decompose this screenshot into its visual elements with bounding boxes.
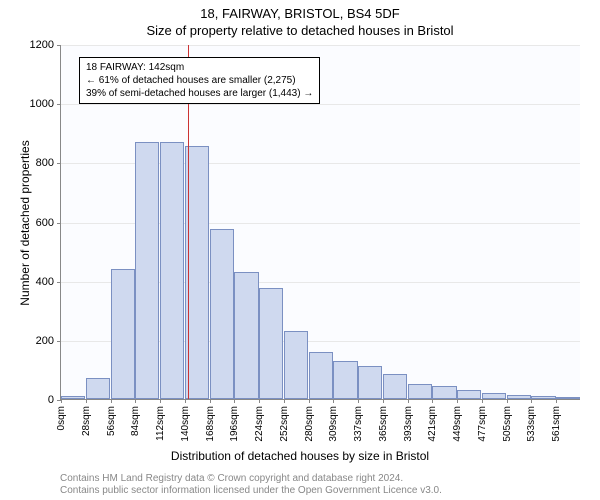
histogram-bar [259,288,283,399]
xtick-mark [111,399,112,403]
histogram-bar [507,395,531,399]
xtick-label: 561sqm [551,406,562,456]
xtick-mark [135,399,136,403]
xtick-label: 309sqm [328,406,339,456]
xtick-mark [507,399,508,403]
xtick-label: 337sqm [353,406,364,456]
xtick-mark [185,399,186,403]
ytick-mark [57,341,61,342]
ytick-mark [57,282,61,283]
xtick-mark [259,399,260,403]
ytick-label: 600 [0,217,54,229]
gridline [61,45,580,46]
ytick-mark [57,223,61,224]
annotation-line3: 39% of semi-detached houses are larger (… [86,87,313,100]
ytick-mark [57,45,61,46]
histogram-bar [210,229,234,399]
xtick-mark [432,399,433,403]
ytick-label: 1200 [0,39,54,51]
histogram-bar [432,386,456,399]
ytick-label: 400 [0,276,54,288]
footer-line2: Contains public sector information licen… [60,485,442,496]
xtick-label: 112sqm [155,406,166,456]
histogram-bar [482,393,506,399]
chart-title-line1: 18, FAIRWAY, BRISTOL, BS4 5DF [0,6,600,21]
histogram-bar [135,142,159,399]
histogram-bar [383,374,407,399]
annotation-line1: 18 FAIRWAY: 142sqm [86,61,313,74]
histogram-bar [333,361,357,399]
xtick-label: 224sqm [254,406,265,456]
xtick-mark [482,399,483,403]
histogram-bar [284,331,308,399]
histogram-bar [86,378,110,399]
xtick-mark [160,399,161,403]
xtick-label: 477sqm [477,406,488,456]
xtick-mark [61,399,62,403]
xtick-mark [358,399,359,403]
histogram-bar [111,269,135,399]
gridline [61,104,580,105]
plot-area: 18 FAIRWAY: 142sqm ← 61% of detached hou… [60,45,580,400]
footer-line1: Contains HM Land Registry data © Crown c… [60,473,403,484]
xtick-label: 280sqm [304,406,315,456]
annotation-line2: ← 61% of detached houses are smaller (2,… [86,74,313,87]
annotation-box: 18 FAIRWAY: 142sqm ← 61% of detached hou… [79,57,320,104]
xtick-mark [556,399,557,403]
histogram-bar [556,397,580,399]
xtick-label: 505sqm [502,406,513,456]
xtick-label: 252sqm [279,406,290,456]
ytick-label: 1000 [0,98,54,110]
xtick-label: 28sqm [81,406,92,456]
ytick-mark [57,163,61,164]
xtick-label: 449sqm [452,406,463,456]
histogram-bar [408,384,432,399]
histogram-bar [309,352,333,399]
histogram-bar [457,390,481,399]
xtick-mark [284,399,285,403]
xtick-label: 196sqm [229,406,240,456]
xtick-label: 140sqm [180,406,191,456]
ytick-mark [57,104,61,105]
histogram-bar [234,272,258,399]
xtick-label: 56sqm [106,406,117,456]
xtick-label: 365sqm [378,406,389,456]
xtick-label: 84sqm [130,406,141,456]
xtick-mark [86,399,87,403]
ytick-label: 800 [0,157,54,169]
ytick-label: 200 [0,335,54,347]
ytick-label: 0 [0,394,54,406]
xtick-label: 393sqm [403,406,414,456]
xtick-mark [531,399,532,403]
xtick-mark [408,399,409,403]
xtick-mark [333,399,334,403]
histogram-bar [358,366,382,399]
chart-container: { "titles": { "line1": "18, FAIRWAY, BRI… [0,0,600,500]
xtick-mark [210,399,211,403]
xtick-label: 421sqm [427,406,438,456]
histogram-bar [160,142,184,399]
xtick-mark [457,399,458,403]
xtick-mark [234,399,235,403]
xtick-mark [309,399,310,403]
histogram-bar [61,396,85,399]
chart-subtitle: Size of property relative to detached ho… [0,23,600,38]
xtick-label: 0sqm [56,406,67,456]
xtick-mark [383,399,384,403]
xtick-label: 533sqm [526,406,537,456]
histogram-bar [531,396,555,399]
xtick-label: 168sqm [205,406,216,456]
